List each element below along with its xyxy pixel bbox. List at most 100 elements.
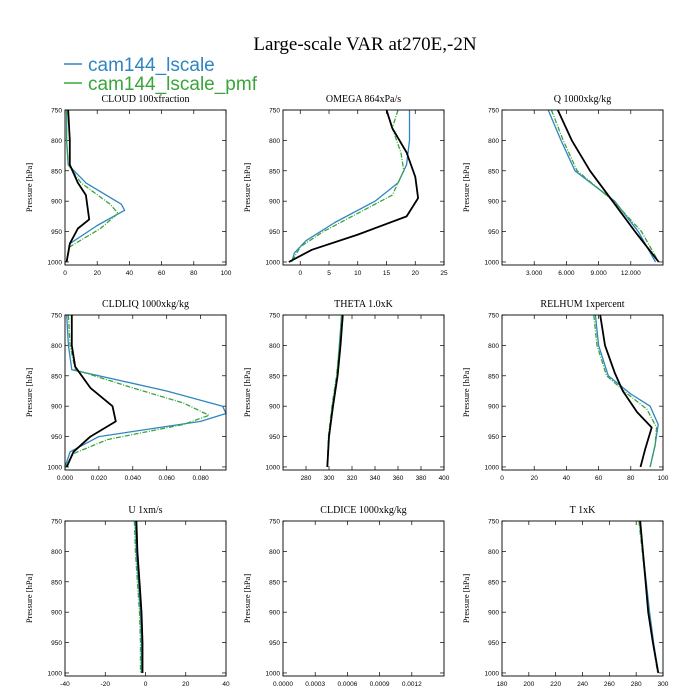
x-tick-label: 5 — [327, 270, 331, 277]
y-tick-label: 950 — [269, 640, 280, 647]
y-tick-label: 750 — [51, 313, 62, 320]
panel-omega: OMEGA 864xPa/s Pressure [hPa] 750 800 850 900… — [242, 94, 448, 277]
y-tick-label: 800 — [269, 343, 280, 350]
plot-frame — [501, 314, 664, 471]
y-axis-label: Pressure [hPa] — [242, 574, 252, 624]
panel-q: Q 1000xkg/kg Pressure [hPa] 750 800 850 900 95… — [461, 94, 664, 277]
y-tick-label: 850 — [51, 168, 62, 175]
y-tick-label: 850 — [269, 373, 280, 380]
y-tick-label: 1000 — [266, 670, 281, 677]
x-tick-label: 180 — [497, 681, 508, 688]
x-tick-label: 340 — [370, 475, 381, 482]
plot-frame — [282, 314, 445, 471]
x-tick-label: 320 — [347, 475, 358, 482]
x-tick-label: 0.0000 — [273, 681, 293, 688]
y-axis-label: Pressure [hPa] — [461, 163, 471, 213]
y-tick-label: 750 — [488, 519, 499, 526]
y-tick-label: 800 — [269, 138, 280, 145]
y-tick-label: 800 — [51, 138, 62, 145]
x-tick-label: 280 — [301, 475, 312, 482]
series-line-cam144-lscale — [65, 110, 126, 263]
x-tick-label: 12.000 — [621, 270, 641, 277]
panel-title: THETA 1.0xK — [334, 299, 393, 310]
y-axis-label: Pressure [hPa] — [24, 163, 34, 213]
y-axis-label: Pressure [hPa] — [242, 368, 252, 418]
x-tick-label: 20 — [182, 681, 190, 688]
y-tick-label: 850 — [488, 373, 499, 380]
x-tick-label: 200 — [523, 681, 534, 688]
series-line-cam144-lscale — [290, 110, 411, 263]
x-tick-label: 240 — [577, 681, 588, 688]
panel-title: RELHUM 1xpercent — [540, 299, 624, 310]
x-tick-label: 0 — [500, 475, 504, 482]
x-tick-label: 40 — [126, 270, 134, 277]
y-tick-label: 950 — [269, 229, 280, 236]
y-tick-label: 800 — [51, 549, 62, 556]
series-line-unlabeled-2 — [135, 520, 144, 673]
y-tick-label: 1000 — [485, 670, 500, 677]
x-tick-label: 80 — [627, 475, 635, 482]
y-tick-label: 950 — [51, 434, 62, 441]
x-tick-label: 60 — [595, 475, 603, 482]
y-tick-label: 900 — [51, 404, 62, 411]
y-tick-label: 1000 — [48, 670, 63, 677]
panel-title: CLDLIQ 1000xkg/kg — [102, 299, 189, 310]
x-tick-label: -20 — [101, 681, 111, 688]
series-line-unlabeled-2 — [639, 520, 660, 674]
y-tick-label: 850 — [269, 579, 280, 586]
y-tick-label: 900 — [488, 610, 499, 617]
series-line-cam144-lscale — [64, 314, 227, 468]
x-tick-label: 0.040 — [125, 475, 142, 482]
y-tick-label: 1000 — [48, 259, 63, 266]
x-tick-label: 0.0003 — [305, 681, 325, 688]
panel-title: U 1xm/s — [128, 505, 162, 516]
x-tick-label: 360 — [393, 475, 404, 482]
y-tick-label: 1000 — [266, 259, 281, 266]
panel-cldliq: CLDLIQ 1000xkg/kg Pressure [hPa] 750 800 850… — [24, 299, 227, 482]
plot-frame — [282, 520, 445, 677]
x-tick-label: 6.000 — [558, 270, 575, 277]
x-tick-label: -40 — [60, 681, 70, 688]
series-line-unlabeled-2 — [326, 314, 344, 468]
y-tick-label: 950 — [488, 434, 499, 441]
y-tick-label: 800 — [488, 138, 499, 145]
series-line-unlabeled-2 — [556, 109, 660, 263]
y-tick-label: 900 — [51, 199, 62, 206]
x-tick-label: 0.080 — [192, 475, 209, 482]
x-tick-label: 380 — [416, 475, 427, 482]
y-tick-label: 1000 — [48, 464, 63, 471]
y-tick-label: 950 — [488, 229, 499, 236]
series-line-unlabeled-2 — [288, 109, 419, 263]
panel-title: CLOUD 100xfraction — [101, 94, 189, 105]
y-tick-label: 900 — [488, 404, 499, 411]
x-tick-label: 25 — [440, 270, 448, 277]
series-line-cam144-lscale-pmf — [550, 109, 660, 263]
x-tick-label: 260 — [604, 681, 615, 688]
panel-title: CLDICE 1000xkg/kg — [320, 505, 406, 516]
series-line-cam144-lscale-pmf — [291, 109, 405, 263]
y-tick-label: 750 — [51, 519, 62, 526]
x-tick-label: 10 — [354, 270, 362, 277]
x-tick-label: 0.0006 — [337, 681, 357, 688]
x-tick-label: 220 — [550, 681, 561, 688]
x-tick-label: 0.000 — [57, 475, 74, 482]
y-tick-label: 750 — [269, 519, 280, 526]
series-line-cam144-lscale-pmf — [64, 314, 210, 468]
series-line-unlabeled-2 — [65, 315, 117, 468]
y-tick-label: 950 — [488, 640, 499, 647]
y-tick-label: 850 — [488, 168, 499, 175]
plot-frame — [64, 520, 227, 677]
x-tick-label: 0 — [63, 270, 67, 277]
x-tick-label: 300 — [324, 475, 335, 482]
x-tick-label: 0 — [144, 681, 148, 688]
x-tick-label: 0 — [298, 270, 302, 277]
series-line-unlabeled-2 — [65, 109, 91, 263]
plot-frame — [64, 109, 227, 266]
x-tick-label: 100 — [221, 270, 232, 277]
y-axis-label: Pressure [hPa] — [461, 574, 471, 624]
panel-t: T 1xK Pressure [hPa] 750 800 850 900 950 1000 18… — [461, 505, 669, 688]
